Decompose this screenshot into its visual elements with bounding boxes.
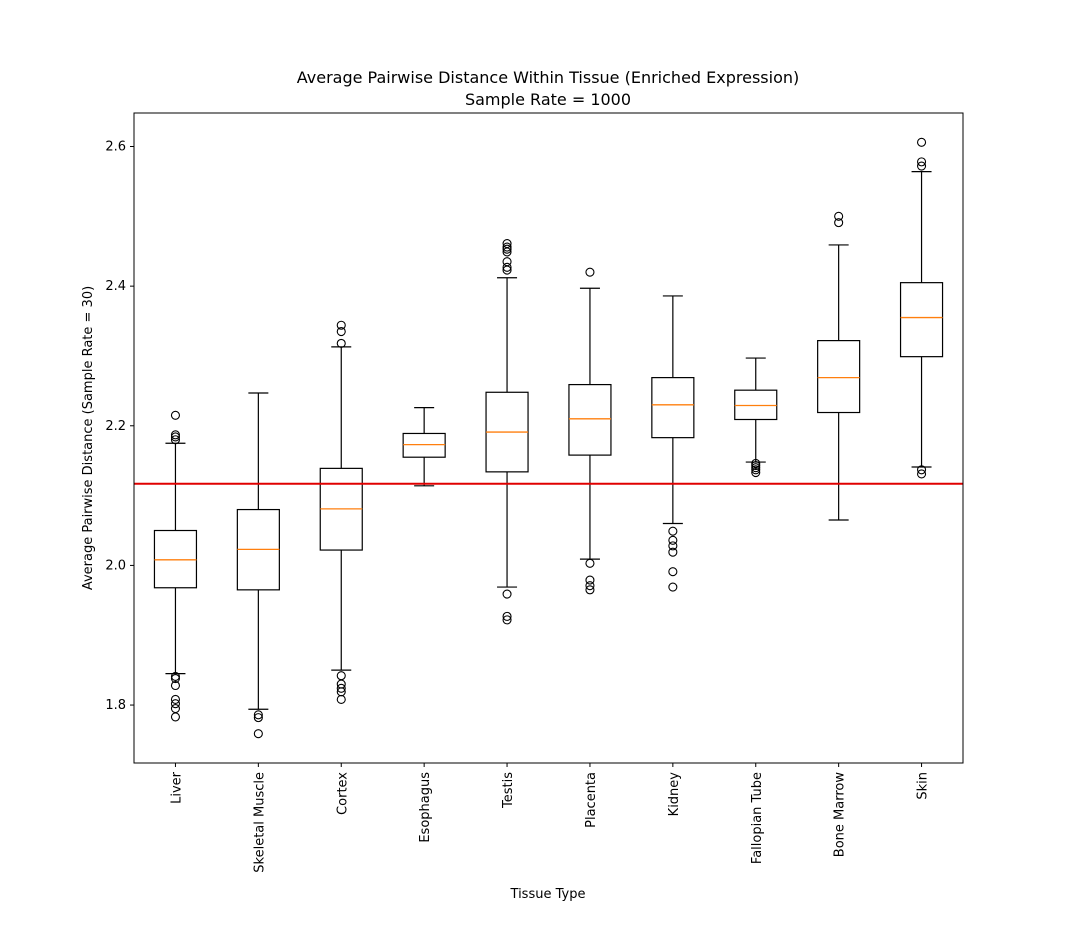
- y-tick-label: 2.4: [105, 279, 126, 294]
- outlier-point: [502, 257, 512, 267]
- plot-area: 1.8 2.0 2.2 2.4 2.6 Liver Skeletal Muscle Corte…: [105, 137, 963, 873]
- outlier-point: [253, 713, 263, 723]
- outlier-point: [834, 218, 844, 228]
- outlier-point: [170, 410, 180, 420]
- outlier-point: [253, 729, 263, 739]
- outlier-point: [336, 683, 346, 693]
- outlier-point: [668, 567, 678, 577]
- x-axis-label: Tissue Type: [510, 887, 586, 902]
- outlier-point: [170, 712, 180, 722]
- outlier-point: [502, 615, 512, 625]
- x-tick-label-cortex: Cortex: [335, 772, 350, 815]
- x-tick-label-kidney: Kidney: [667, 772, 682, 817]
- outlier-point: [834, 211, 844, 221]
- outlier-point: [170, 430, 180, 440]
- x-tick-label-liver: Liver: [169, 771, 184, 804]
- box-kidney: [651, 377, 695, 439]
- outlier-point: [585, 558, 595, 568]
- outlier-point: [916, 469, 927, 479]
- outlier-point: [336, 326, 346, 337]
- box-skin: [899, 282, 944, 358]
- outlier-point: [170, 680, 180, 691]
- y-tick-label: 2.0: [105, 558, 126, 573]
- box-esophagus: [402, 432, 446, 458]
- box-fallopian-tube: [734, 389, 778, 421]
- box-liver: [153, 529, 198, 589]
- outlier-point: [668, 541, 678, 551]
- x-tick-label-fallopian-tube: Fallopian Tube: [750, 772, 765, 864]
- x-tick-label-bone-marrow: Bone Marrow: [833, 772, 848, 858]
- plot-frame: [133, 112, 964, 764]
- outlier-point: [502, 262, 512, 272]
- outlier-point: [668, 547, 678, 557]
- box-placenta: [568, 383, 612, 456]
- outlier-point: [916, 157, 927, 167]
- x-tick-label-esophagus: Esophagus: [418, 772, 433, 843]
- outlier-point: [336, 338, 346, 348]
- outlier-point: [170, 694, 180, 705]
- outlier-point: [170, 435, 180, 445]
- outlier-point: [668, 526, 678, 536]
- outlier-point: [916, 137, 927, 147]
- outlier-point: [170, 699, 180, 709]
- outlier-point: [253, 710, 263, 720]
- outlier-point: [170, 671, 180, 681]
- outlier-point: [336, 320, 346, 330]
- outlier-point: [502, 242, 512, 252]
- chart-subtitle: Sample Rate = 1000: [465, 90, 631, 109]
- outlier-point: [668, 535, 678, 545]
- chart-title: Average Pairwise Distance Within Tissue …: [297, 68, 800, 87]
- outlier-point: [502, 589, 512, 599]
- outlier-point: [751, 458, 761, 469]
- outlier-point: [585, 581, 595, 591]
- y-tick-label: 2.2: [105, 419, 126, 434]
- x-tick-label-skeletal-muscle: Skeletal Muscle: [252, 772, 267, 873]
- outlier-point: [336, 671, 346, 681]
- x-tick-label-testis: Testis: [501, 772, 516, 809]
- x-tick-label-skin: Skin: [916, 772, 931, 800]
- outlier-point: [336, 694, 346, 705]
- outlier-point: [916, 465, 927, 475]
- outlier-point: [585, 585, 595, 595]
- outlier-point: [585, 267, 595, 277]
- outlier-point: [502, 611, 512, 621]
- y-tick-label: 1.8: [105, 698, 126, 713]
- outlier-point: [751, 468, 761, 478]
- outlier-point: [916, 161, 927, 171]
- outlier-point: [502, 239, 512, 249]
- outlier-point: [170, 703, 180, 714]
- y-axis-label: Average Pairwise Distance (Sample Rate =…: [81, 286, 96, 590]
- outlier-point: [668, 582, 678, 592]
- y-tick-label: 2.6: [105, 140, 126, 155]
- x-tick-label-placenta: Placenta: [584, 772, 599, 828]
- box-bone-marrow: [817, 340, 861, 414]
- outlier-point: [585, 575, 595, 585]
